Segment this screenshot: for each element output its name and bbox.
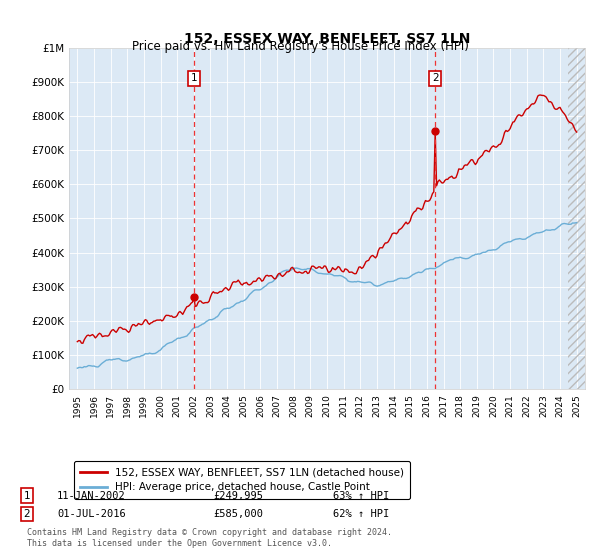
Text: 11-JAN-2002: 11-JAN-2002 bbox=[57, 491, 126, 501]
Title: 152, ESSEX WAY, BENFLEET, SS7 1LN: 152, ESSEX WAY, BENFLEET, SS7 1LN bbox=[184, 32, 470, 46]
Text: 1: 1 bbox=[191, 73, 197, 83]
Text: 63% ↑ HPI: 63% ↑ HPI bbox=[333, 491, 389, 501]
Text: £585,000: £585,000 bbox=[213, 509, 263, 519]
Text: £249,995: £249,995 bbox=[213, 491, 263, 501]
Text: 1: 1 bbox=[23, 491, 31, 501]
Text: Contains HM Land Registry data © Crown copyright and database right 2024.
This d: Contains HM Land Registry data © Crown c… bbox=[27, 528, 392, 548]
Legend: 152, ESSEX WAY, BENFLEET, SS7 1LN (detached house), HPI: Average price, detached: 152, ESSEX WAY, BENFLEET, SS7 1LN (detac… bbox=[74, 461, 410, 499]
Text: 62% ↑ HPI: 62% ↑ HPI bbox=[333, 509, 389, 519]
Text: 01-JUL-2016: 01-JUL-2016 bbox=[57, 509, 126, 519]
Text: Price paid vs. HM Land Registry's House Price Index (HPI): Price paid vs. HM Land Registry's House … bbox=[131, 40, 469, 53]
Text: 2: 2 bbox=[432, 73, 439, 83]
Text: 2: 2 bbox=[23, 509, 31, 519]
